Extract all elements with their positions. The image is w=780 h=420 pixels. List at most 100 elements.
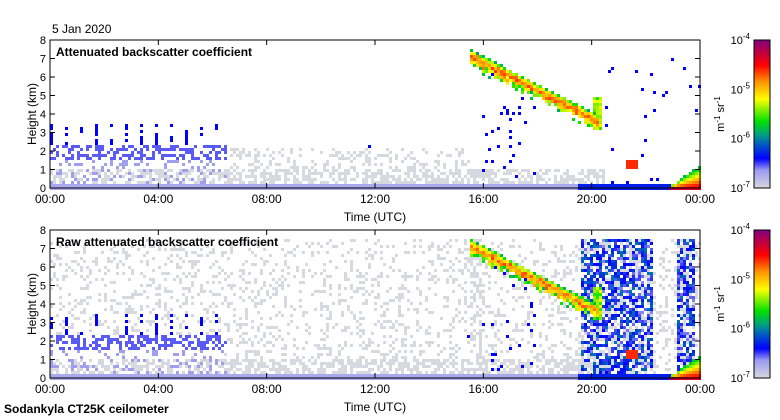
heatmap-cell — [443, 362, 446, 365]
heatmap-cell — [389, 335, 392, 338]
heatmap-cell — [587, 362, 590, 365]
heatmap-cell — [530, 362, 533, 365]
heatmap-cell — [599, 275, 602, 278]
heatmap-cell — [146, 329, 149, 332]
heatmap-cell — [65, 323, 68, 326]
heatmap-cell — [605, 365, 608, 368]
heatmap-cell — [113, 368, 116, 371]
heatmap-cell — [491, 178, 494, 181]
heatmap-cell — [188, 148, 191, 151]
heatmap-cell — [131, 145, 134, 148]
heatmap-cell — [341, 311, 344, 314]
heatmap-cell — [617, 356, 620, 359]
heatmap-cell — [95, 181, 98, 184]
heatmap-cell — [617, 335, 620, 338]
heatmap-cell — [131, 175, 134, 178]
heatmap-cell — [242, 290, 245, 293]
heatmap-cell — [179, 362, 182, 365]
heatmap-cell — [56, 371, 59, 374]
heatmap-cell — [476, 305, 479, 308]
heatmap-cell — [242, 184, 245, 187]
heatmap-cell — [101, 359, 104, 362]
heatmap-cell — [611, 239, 614, 242]
heatmap-cell — [239, 175, 242, 178]
heatmap-cell — [278, 151, 281, 154]
heatmap-cell — [410, 344, 413, 347]
heatmap-cell — [518, 296, 521, 299]
heatmap-cell — [56, 172, 59, 175]
heatmap-cell — [335, 371, 338, 374]
heatmap-cell — [347, 356, 350, 359]
heatmap-cell — [578, 106, 581, 109]
heatmap-cell — [200, 178, 203, 181]
heatmap-cell — [131, 362, 134, 365]
heatmap-cell — [131, 296, 134, 299]
heatmap-cell — [140, 344, 143, 347]
heatmap-cell — [176, 178, 179, 181]
heatmap-cell — [533, 356, 536, 359]
heatmap-cell — [284, 172, 287, 175]
heatmap-cell — [512, 184, 515, 187]
heatmap-cell — [596, 368, 599, 371]
heatmap-cell — [506, 359, 509, 362]
heatmap-cell — [455, 257, 458, 260]
heatmap-cell — [470, 374, 473, 377]
heatmap-cell — [497, 76, 500, 79]
heatmap-cell — [374, 172, 377, 175]
heatmap-cell — [170, 290, 173, 293]
heatmap-cell — [389, 151, 392, 154]
heatmap-cell — [101, 145, 104, 148]
heatmap-cell — [602, 287, 605, 290]
heatmap-cell — [236, 362, 239, 365]
heatmap-cell — [314, 359, 317, 362]
heatmap-cell — [548, 178, 551, 181]
heatmap-cell — [575, 106, 578, 109]
heatmap-cell — [599, 103, 602, 106]
heatmap-cell — [620, 305, 623, 308]
heatmap-cell — [53, 275, 56, 278]
heatmap-cell — [392, 178, 395, 181]
heatmap-cell — [566, 184, 569, 187]
heatmap-cell — [650, 73, 653, 76]
heatmap-cell — [380, 323, 383, 326]
heatmap-cell — [494, 344, 497, 347]
heatmap-cell — [137, 169, 140, 172]
heatmap-cell — [485, 248, 488, 251]
heatmap-cell — [527, 281, 530, 284]
heatmap-cell — [608, 338, 611, 341]
heatmap-cell — [350, 284, 353, 287]
heatmap-cell — [86, 154, 89, 157]
heatmap-cell — [443, 269, 446, 272]
heatmap-cell — [332, 359, 335, 362]
heatmap-cell — [407, 368, 410, 371]
heatmap-cell — [350, 344, 353, 347]
heatmap-cell — [338, 163, 341, 166]
heatmap-cell — [431, 178, 434, 181]
heatmap-cell — [326, 329, 329, 332]
heatmap-cell — [272, 178, 275, 181]
heatmap-cell — [488, 344, 491, 347]
heatmap-cell — [239, 374, 242, 377]
heatmap-cell — [74, 365, 77, 368]
heatmap-cell — [449, 260, 452, 263]
heatmap-cell — [215, 124, 218, 127]
heatmap-cell — [410, 371, 413, 374]
heatmap-cell — [548, 296, 551, 299]
heatmap-cell — [515, 374, 518, 377]
heatmap-cell — [269, 181, 272, 184]
heatmap-cell — [278, 178, 281, 181]
heatmap-cell — [614, 329, 617, 332]
heatmap-cell — [413, 341, 416, 344]
heatmap-cell — [554, 365, 557, 368]
heatmap-cell — [137, 329, 140, 332]
heatmap-cell — [638, 184, 641, 187]
heatmap-cell — [527, 362, 530, 365]
heatmap-cell — [542, 371, 545, 374]
heatmap-cell — [290, 359, 293, 362]
heatmap-cell — [413, 169, 416, 172]
heatmap-cell — [641, 154, 644, 157]
heatmap-cell — [425, 308, 428, 311]
heatmap-cell — [119, 341, 122, 344]
heatmap-cell — [161, 272, 164, 275]
heatmap-cell — [251, 172, 254, 175]
